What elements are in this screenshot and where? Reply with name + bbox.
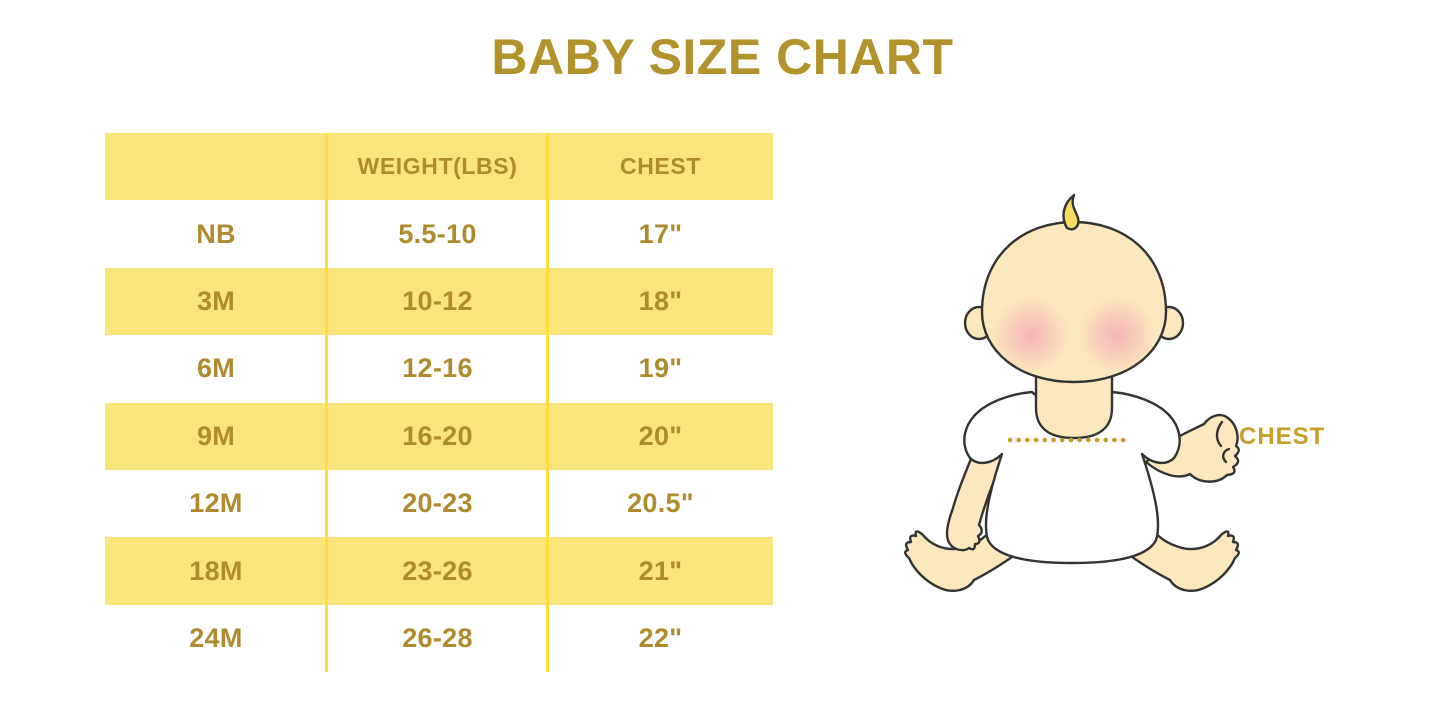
table-row: 3M 10-12 18": [105, 267, 773, 336]
baby-arm-fist: [1144, 413, 1240, 483]
chest-cell: 20": [638, 420, 683, 451]
page-title: BABY SIZE CHART: [491, 29, 954, 85]
baby-shirt: [963, 390, 1181, 565]
table-row: 9M 16-20 20": [105, 402, 773, 470]
table-row: 18M 23-26 21": [105, 537, 773, 605]
fist-thumb-line: [1215, 420, 1224, 448]
baby-hair-curl: [1062, 193, 1080, 231]
chest-cell: 18": [638, 285, 683, 316]
size-cell: 24M: [189, 622, 243, 653]
baby-blush: [993, 297, 1069, 373]
baby-arm: [945, 440, 1008, 552]
fist-finger-line: [1221, 447, 1231, 464]
size-cell: 6M: [196, 353, 236, 384]
column-header-weight: WEIGHT(LBS): [357, 153, 518, 180]
chest-cell: 19": [638, 353, 683, 384]
baby-illustration: [878, 192, 1340, 612]
weight-cell: 12-16: [402, 353, 473, 384]
weight-cell: 16-20: [402, 420, 473, 451]
weight-cell: 5.5-10: [398, 218, 477, 249]
size-cell: 12M: [189, 488, 243, 519]
chest-cell: 22": [638, 622, 683, 653]
chest-cell: 17": [638, 218, 683, 249]
column-divider: [546, 133, 549, 672]
table-row: 6M 12-16 19": [105, 335, 773, 402]
chest-annotation-label: CHEST: [1239, 423, 1326, 450]
table-row: 12M 20-23 20.5": [105, 470, 773, 537]
chest-cell: 21": [638, 555, 683, 586]
table-row: NB 5.5-10 17": [105, 200, 773, 267]
weight-cell: 23-26: [402, 555, 473, 586]
size-cell: 18M: [189, 555, 243, 586]
weight-cell: 10-12: [402, 285, 473, 316]
table-header-row: WEIGHT(LBS) CHEST: [105, 133, 773, 201]
column-header-chest: CHEST: [620, 153, 701, 180]
size-cell: 9M: [196, 420, 236, 451]
table-row: 24M 26-28 22": [105, 605, 773, 672]
baby-blush: [1079, 297, 1155, 373]
baby-icon: [904, 193, 1240, 593]
weight-cell: 26-28: [402, 622, 473, 653]
weight-cell: 20-23: [402, 488, 473, 519]
column-divider: [325, 133, 328, 672]
chest-cell: 20.5": [627, 488, 694, 519]
size-cell: NB: [196, 218, 236, 249]
size-cell: 3M: [196, 285, 236, 316]
size-table: WEIGHT(LBS) CHEST NB 5.5-10 17" 3M 10-12…: [105, 133, 773, 672]
